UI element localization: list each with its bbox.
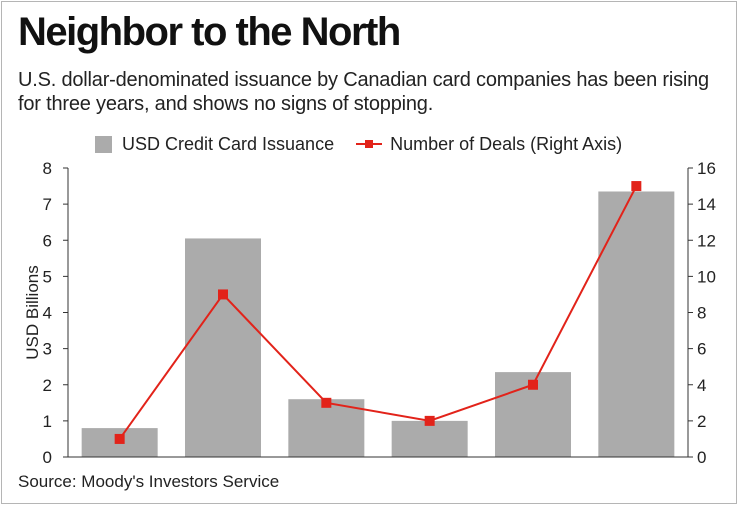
- right-tick-label: 12: [697, 231, 716, 250]
- legend-item-issuance: USD Credit Card Issuance: [95, 134, 334, 155]
- deals-point: [528, 379, 538, 390]
- legend-bar-swatch: [95, 135, 112, 153]
- deals-point: [218, 289, 228, 300]
- left-tick-label: 5: [43, 267, 52, 286]
- legend-item-deals: Number of Deals (Right Axis): [334, 134, 622, 155]
- deals-point: [424, 415, 435, 426]
- legend-line-swatch: [356, 138, 383, 150]
- right-tick-label: 10: [697, 267, 716, 286]
- left-tick-label: 6: [43, 231, 52, 250]
- left-tick-label: 8: [43, 159, 52, 178]
- chart-title: Neighbor to the North: [18, 10, 401, 54]
- left-tick-label: 4: [43, 304, 52, 323]
- left-tick-label: 2: [43, 376, 52, 395]
- source-note: Source: Moody's Investors Service: [18, 472, 280, 491]
- left-tick-label: 7: [43, 195, 52, 214]
- left-tick-label: 0: [43, 448, 52, 467]
- right-tick-label: 2: [697, 412, 706, 431]
- right-tick-label: 4: [697, 376, 706, 395]
- deals-point: [321, 397, 332, 408]
- legend-label-deals: Number of Deals (Right Axis): [390, 133, 623, 154]
- right-tick-label: 16: [697, 159, 716, 178]
- right-tick-label: 6: [697, 340, 706, 359]
- deals-point: [631, 181, 642, 192]
- deals-point: [114, 433, 125, 444]
- bar: [185, 238, 261, 457]
- legend: USD Credit Card Issuance Number of Deals…: [95, 133, 622, 155]
- chart-subtitle: U.S. dollar-denominated issuance by Cana…: [18, 69, 709, 115]
- legend-label-issuance: USD Credit Card Issuance: [122, 133, 335, 154]
- bar: [391, 420, 468, 457]
- left-tick-label: 1: [43, 412, 52, 431]
- bar: [288, 399, 365, 457]
- deals-line: [118, 185, 638, 440]
- left-tick-label: 3: [43, 340, 52, 359]
- right-tick-label: 14: [697, 195, 716, 214]
- right-tick-label: 8: [697, 304, 706, 323]
- bar: [598, 191, 675, 457]
- y-axis-label: USD Billions: [23, 265, 42, 359]
- right-tick-label: 0: [697, 448, 706, 467]
